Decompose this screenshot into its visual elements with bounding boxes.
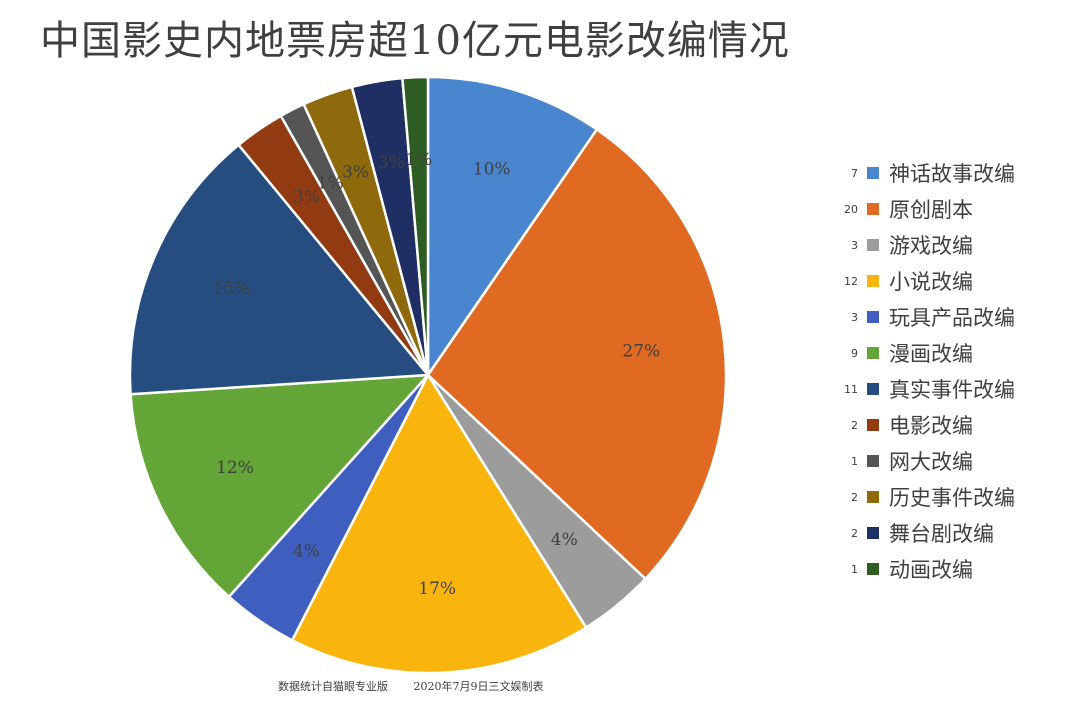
legend-count: 3 xyxy=(851,238,858,252)
pie-data-label: 1% xyxy=(405,150,432,170)
legend-swatch xyxy=(867,455,879,467)
legend-label: 真实事件改编 xyxy=(889,378,1015,402)
pie-slice xyxy=(128,143,430,396)
legend-label: 原创剧本 xyxy=(889,198,973,222)
chart-legend: 7 神话故事改编 20 原创剧本 3 游戏改编 12 小说改编 3 玩具产品改编 9 漫画改编 11 真实… xyxy=(840,155,1015,587)
legend-swatch xyxy=(867,383,879,395)
legend-item: 2 历史事件改编 xyxy=(840,479,1015,515)
legend-label: 漫画改编 xyxy=(889,342,973,366)
legend-count: 3 xyxy=(851,310,858,324)
pie-data-label: 17% xyxy=(418,579,456,599)
pie-data-label: 4% xyxy=(293,541,320,561)
legend-count: 2 xyxy=(851,418,858,432)
legend-item: 12 小说改编 xyxy=(840,263,1015,299)
legend-item: 3 游戏改编 xyxy=(840,227,1015,263)
legend-label: 小说改编 xyxy=(889,270,973,294)
legend-count: 12 xyxy=(844,274,858,288)
legend-count: 1 xyxy=(851,562,858,576)
legend-item: 1 网大改编 xyxy=(840,443,1015,479)
legend-label: 网大改编 xyxy=(889,450,973,474)
legend-swatch xyxy=(867,491,879,503)
legend-swatch xyxy=(867,203,879,215)
legend-item: 3 玩具产品改编 xyxy=(840,299,1015,335)
legend-label: 动画改编 xyxy=(889,558,973,582)
pie-slice xyxy=(401,75,430,377)
legend-item: 2 电影改编 xyxy=(840,407,1015,443)
legend-item: 9 漫画改编 xyxy=(840,335,1015,371)
chart-footer: 数据统计自猫眼专业版 2020年7月9日三文娱制表 xyxy=(278,678,566,694)
legend-label: 历史事件改编 xyxy=(889,486,1015,510)
pie-data-label: 3% xyxy=(293,188,320,208)
legend-swatch xyxy=(867,239,879,251)
legend-item: 20 原创剧本 xyxy=(840,191,1015,227)
legend-item: 11 真实事件改编 xyxy=(840,371,1015,407)
pie-data-label: 3% xyxy=(342,163,369,183)
legend-label: 舞台剧改编 xyxy=(889,522,994,546)
legend-swatch xyxy=(867,275,879,287)
legend-count: 7 xyxy=(851,166,858,180)
legend-label: 游戏改编 xyxy=(889,234,973,258)
legend-count: 2 xyxy=(851,490,858,504)
page-title: 中国影史内地票房超10亿元电影改编情况 xyxy=(40,18,790,64)
legend-swatch xyxy=(867,527,879,539)
legend-count: 20 xyxy=(844,202,858,216)
footer-date-note: 2020年7月9日三文娱制表 xyxy=(413,680,544,693)
pie-data-label: 3% xyxy=(378,153,405,173)
legend-label: 电影改编 xyxy=(889,414,973,438)
legend-swatch xyxy=(867,311,879,323)
pie-data-label: 10% xyxy=(473,160,511,180)
legend-swatch xyxy=(867,419,879,431)
pie-slice xyxy=(426,75,599,377)
legend-count: 2 xyxy=(851,526,858,540)
legend-count: 1 xyxy=(851,454,858,468)
legend-swatch xyxy=(867,167,879,179)
pie-slice xyxy=(290,373,588,675)
legend-label: 玩具产品改编 xyxy=(889,306,1015,330)
pie-slice xyxy=(426,128,728,581)
legend-swatch xyxy=(867,563,879,575)
legend-count: 11 xyxy=(844,382,858,396)
pie-data-label: 15% xyxy=(212,279,250,299)
legend-item: 7 神话故事改编 xyxy=(840,155,1015,191)
pie-data-label: 27% xyxy=(622,342,660,362)
legend-label: 神话故事改编 xyxy=(889,162,1015,186)
pie-data-label: 1% xyxy=(317,174,344,194)
legend-count: 9 xyxy=(851,346,858,360)
pie-labels: 10%27%4%17%4%12%15%3%1%3% 3% 1% xyxy=(212,150,660,599)
pie-data-label: 12% xyxy=(216,458,254,478)
pie-slice xyxy=(129,373,430,598)
pie-data-label: 4% xyxy=(551,530,578,550)
pie-slices xyxy=(128,75,728,675)
legend-item: 1 动画改编 xyxy=(840,551,1015,587)
footer-source: 数据统计自猫眼专业版 xyxy=(278,680,388,693)
legend-swatch xyxy=(867,347,879,359)
legend-item: 2 舞台剧改编 xyxy=(840,515,1015,551)
